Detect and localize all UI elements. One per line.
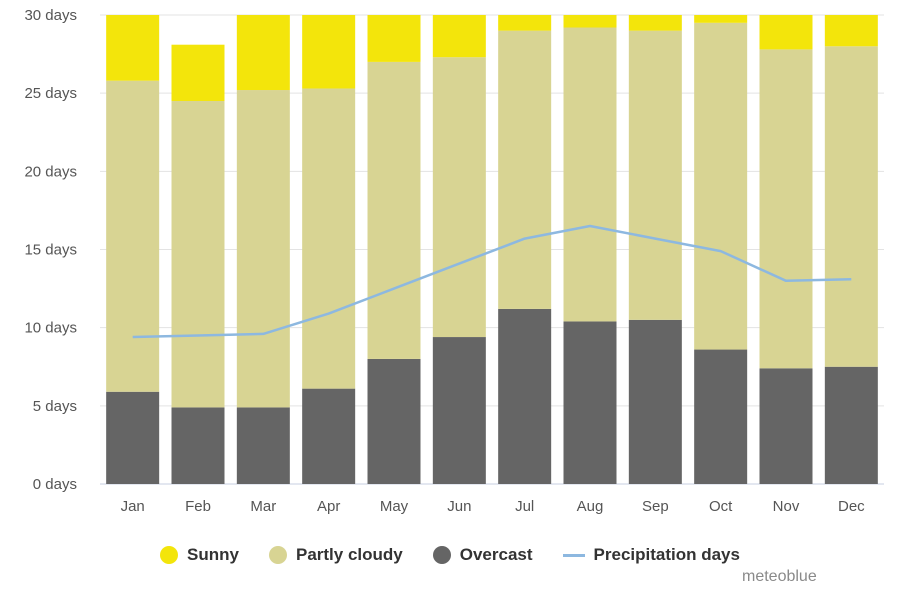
x-tick-label: Oct	[709, 498, 733, 515]
x-tick-label: Feb	[185, 498, 211, 515]
x-tick-label: Jul	[515, 498, 534, 515]
bar-partly-cloudy-may	[367, 61, 421, 359]
bar-partly-cloudy-oct	[694, 22, 748, 350]
legend-label-precipitation-days: Precipitation days	[593, 545, 740, 564]
bar-sunny-jul	[498, 15, 552, 31]
y-tick-label: 25 days	[24, 85, 77, 102]
y-tick-label: 30 days	[24, 7, 77, 24]
bar-overcast-oct	[694, 349, 748, 484]
x-tick-label: Mar	[250, 498, 276, 515]
precipitation-line	[132, 224, 852, 339]
x-tick-label: Sep	[642, 498, 669, 515]
bar-partly-cloudy-mar	[236, 90, 290, 408]
legend-item-overcast[interactable]: Overcast	[432, 545, 533, 565]
bar-sunny-aug	[563, 15, 617, 28]
bar-partly-cloudy-feb	[171, 100, 225, 408]
bars	[106, 15, 878, 484]
bar-sunny-may	[367, 15, 421, 62]
credit-label[interactable]: meteoblue	[742, 568, 817, 585]
bar-sunny-oct	[694, 15, 748, 23]
legend-precipitation-marker	[562, 553, 585, 557]
bar-partly-cloudy-sep	[628, 30, 682, 320]
x-tick-label: Aug	[577, 498, 604, 515]
legend-partly-cloudy-marker	[268, 546, 287, 564]
bar-partly-cloudy-jan	[106, 80, 160, 392]
bar-sunny-jan	[106, 15, 160, 81]
legend-label-partly-cloudy: Partly cloudy	[295, 545, 403, 564]
bar-partly-cloudy-nov	[759, 49, 813, 369]
x-tick-label: Apr	[317, 498, 340, 515]
bar-overcast-apr	[302, 388, 356, 484]
precipitation-days-line	[132, 224, 852, 339]
bar-overcast-aug	[563, 321, 617, 484]
y-tick-label: 20 days	[24, 163, 77, 180]
bar-overcast-jan	[106, 391, 160, 484]
bar-sunny-nov	[759, 15, 813, 50]
x-tick-label: May	[380, 498, 409, 515]
legend-overcast-marker	[432, 546, 451, 564]
legend-item-sunny[interactable]: Sunny	[160, 545, 239, 565]
bar-overcast-dec	[824, 366, 878, 484]
x-tick-label: Nov	[773, 498, 800, 515]
y-axis: 0 days 5 days 10 days 15 days 20 days 25 days…	[24, 7, 77, 493]
bar-sunny-dec	[824, 15, 878, 47]
y-tick-label: 15 days	[24, 242, 77, 259]
legend-label-sunny: Sunny	[187, 545, 239, 564]
bar-partly-cloudy-apr	[302, 88, 356, 389]
bar-sunny-jun	[432, 15, 486, 58]
legend-item-partly-cloudy[interactable]: Partly cloudy	[268, 545, 403, 565]
legend-item-precipitation-days[interactable]: Precipitation days	[562, 545, 740, 565]
x-axis: Jan Feb Mar Apr May Jun Jul Aug Sep Oct Nov Dec	[121, 498, 866, 515]
grid	[100, 14, 884, 485]
y-tick-label: 10 days	[24, 320, 77, 337]
x-tick-label: Jun	[447, 498, 471, 515]
bar-overcast-sep	[628, 319, 682, 484]
bar-overcast-jun	[432, 337, 486, 484]
legend-label-overcast: Overcast	[459, 545, 533, 564]
bar-sunny-feb	[171, 44, 225, 101]
bar-overcast-may	[367, 358, 421, 484]
y-tick-label: 0 days	[33, 476, 77, 493]
bar-overcast-nov	[759, 368, 813, 484]
x-tick-label: Jan	[121, 498, 145, 515]
bar-partly-cloudy-jun	[432, 57, 486, 338]
bar-sunny-sep	[628, 15, 682, 31]
y-tick-label: 5 days	[33, 398, 77, 415]
legend-sunny-marker	[160, 546, 179, 564]
bar-partly-cloudy-dec	[824, 46, 878, 367]
bar-sunny-apr	[302, 15, 356, 89]
x-tick-label: Dec	[838, 498, 865, 515]
legend: Sunny Partly cloudy Overcast Precipitati…	[0, 540, 900, 570]
bar-partly-cloudy-jul	[498, 30, 552, 309]
bar-overcast-feb	[171, 407, 225, 484]
bar-overcast-jul	[498, 308, 552, 484]
bar-overcast-mar	[236, 407, 290, 484]
bar-sunny-mar	[236, 15, 290, 91]
bar-partly-cloudy-aug	[563, 27, 617, 322]
